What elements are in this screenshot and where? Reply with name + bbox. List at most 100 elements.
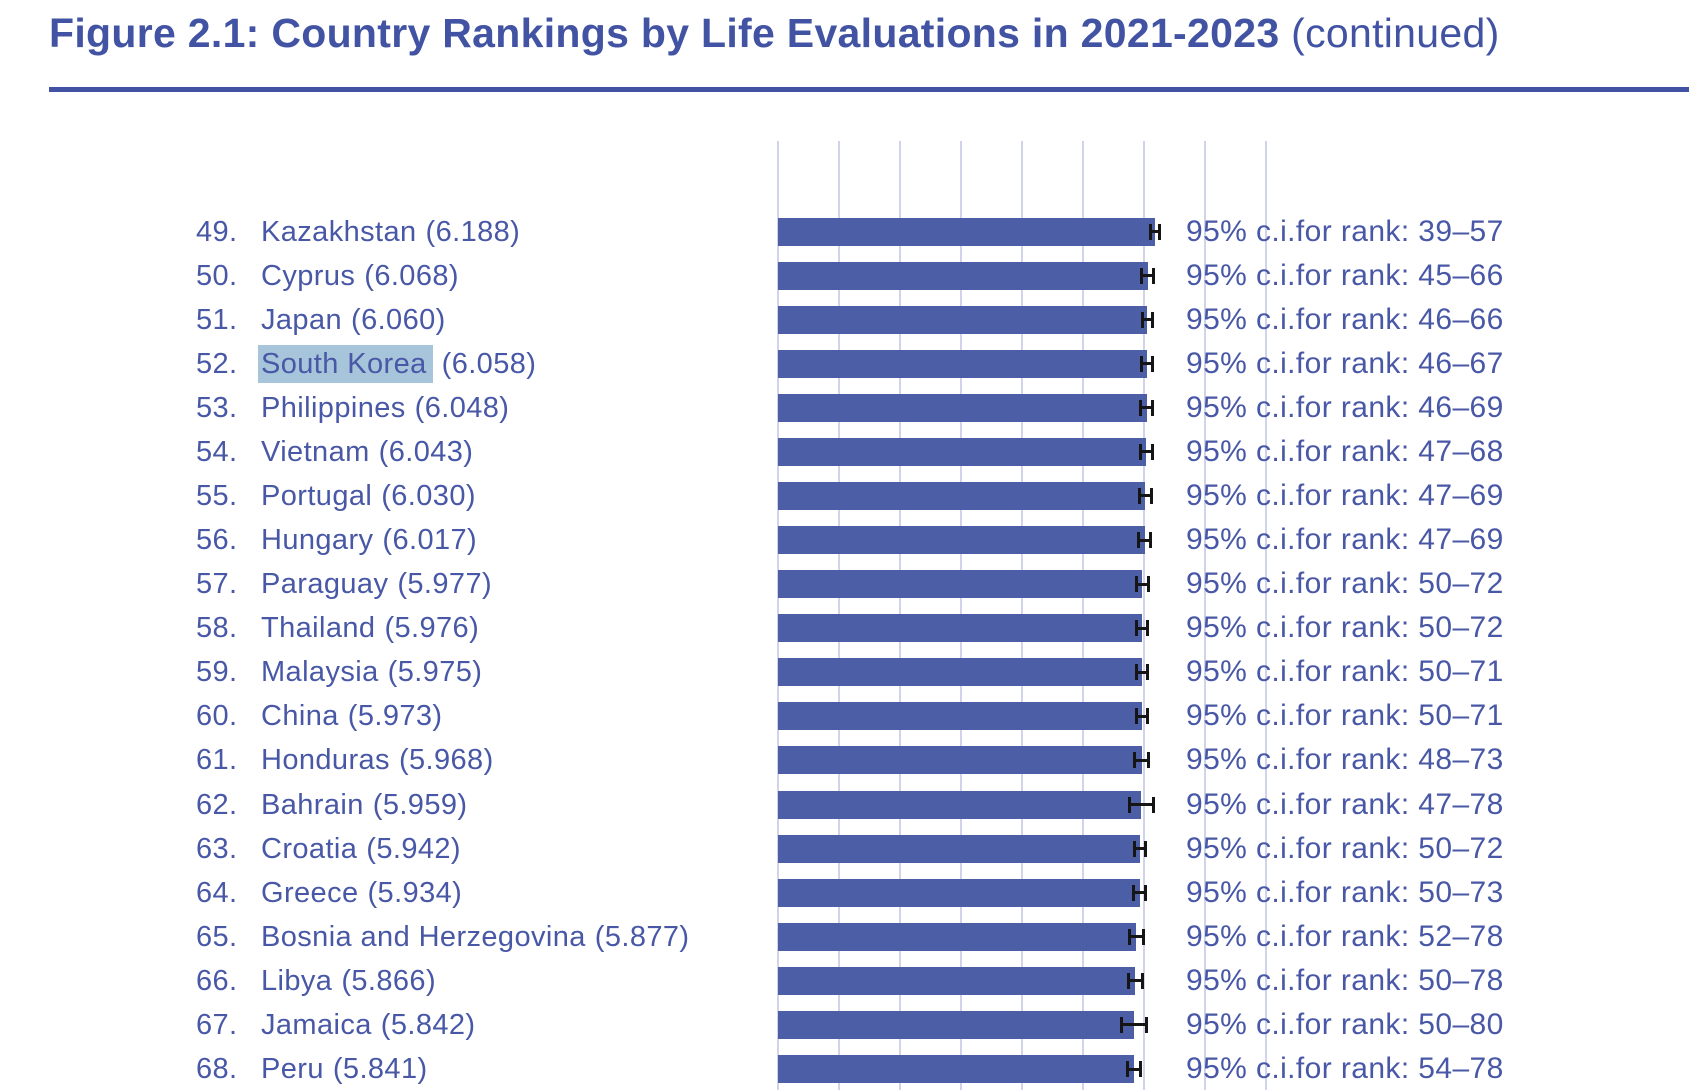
rank-label: 67. (196, 1008, 238, 1041)
chart-row: 61. Honduras (5.968) 95% c.i.for rank: 48… (0, 738, 1694, 782)
country-score: (5.973) (347, 700, 443, 733)
error-bar (1138, 443, 1154, 460)
ci-rank-label: 95% c.i.for rank: 50–71 (1186, 699, 1504, 733)
rank-label: 64. (196, 876, 238, 909)
ci-rank-label: 95% c.i.for rank: 47–69 (1186, 478, 1504, 512)
score-bar (778, 261, 1148, 290)
error-bar (1138, 399, 1155, 416)
score-bar (778, 966, 1136, 995)
gridline (1203, 141, 1206, 1090)
chart-row: 66. Libya (5.866) 95% c.i.for rank: 50–78 (0, 959, 1694, 1003)
score-bar (778, 217, 1156, 246)
country-name: Portugal (261, 479, 373, 512)
chart-row: 55. Portugal (6.030) 95% c.i.for rank: 47… (0, 474, 1694, 518)
error-bar (1134, 664, 1150, 681)
score-bar (778, 305, 1148, 334)
country-label: Jamaica (5.842) (261, 1003, 475, 1047)
country-score: (6.068) (364, 259, 459, 292)
ci-rank-label: 95% c.i.for rank: 50–78 (1186, 963, 1504, 997)
figure-title: Figure 2.1: Country Rankings by Life Eva… (49, 10, 1500, 57)
country-label: China (5.973) (261, 694, 442, 738)
country-score: (5.968) (398, 744, 494, 777)
country-score: (5.942) (366, 832, 461, 865)
chart-row: 64. Greece (5.934) 95% c.i.for rank: 50–7… (0, 871, 1694, 915)
country-score: (6.188) (425, 215, 521, 248)
country-label: Philippines (6.048) (261, 386, 509, 430)
country-label: Paraguay (5.977) (261, 562, 492, 606)
rank-label: 52. (196, 347, 238, 380)
country-label: Honduras (5.968) (261, 738, 494, 782)
chart-row: 59. Malaysia (5.975) 95% c.i.for rank: 50… (0, 650, 1694, 694)
chart-row: 50. Cyprus (6.068) 95% c.i.for rank: 45–6… (0, 254, 1694, 298)
country-label: Malaysia (5.975) (261, 650, 482, 694)
score-bar (778, 1010, 1134, 1039)
error-bar (1138, 487, 1153, 504)
rank-label: 49. (196, 215, 238, 248)
ci-rank-label: 95% c.i.for rank: 50–73 (1186, 875, 1504, 909)
ci-rank-label: 95% c.i.for rank: 50–72 (1186, 831, 1504, 865)
rank-label: 61. (196, 744, 238, 777)
country-label: Vietnam (6.043) (261, 430, 473, 474)
score-bar (778, 614, 1143, 643)
rank-label: 54. (196, 435, 238, 468)
error-bar (1133, 752, 1151, 769)
country-label: Kazakhstan (6.188) (261, 210, 520, 254)
score-bar (778, 658, 1143, 687)
error-bar (1132, 884, 1147, 901)
country-name: South Korea (258, 344, 433, 383)
error-bar (1140, 355, 1154, 372)
country-score: (5.866) (341, 964, 437, 997)
chart-row: 62. Bahrain (5.959) 95% c.i.for rank: 47–… (0, 783, 1694, 827)
country-score: (6.060) (351, 303, 446, 336)
title-underline-rule (49, 87, 1689, 92)
country-label: Bahrain (5.959) (261, 783, 467, 827)
country-name: Peru (261, 1053, 324, 1086)
rank-label: 51. (196, 303, 238, 336)
chart-row: 52. South Korea (6.058) 95% c.i.for rank:… (0, 342, 1694, 386)
gridline (1264, 141, 1267, 1090)
error-bar (1126, 1061, 1142, 1078)
country-name: Thailand (261, 612, 376, 645)
chart-row: 68. Peru (5.841) 95% c.i.for rank: 54–78 (0, 1047, 1694, 1090)
country-label: Hungary (6.017) (261, 518, 477, 562)
chart-row: 54. Vietnam (6.043) 95% c.i.for rank: 47–… (0, 430, 1694, 474)
country-name: China (261, 700, 339, 733)
rank-label: 56. (196, 524, 238, 557)
country-score: (6.030) (381, 479, 476, 512)
country-name: Hungary (261, 524, 374, 557)
rank-label: 68. (196, 1053, 238, 1086)
rank-label: 65. (196, 920, 238, 953)
ci-rank-label: 95% c.i.for rank: 50–80 (1186, 1007, 1504, 1041)
score-bar (778, 746, 1142, 775)
ci-rank-label: 95% c.i.for rank: 50–71 (1186, 655, 1504, 689)
country-score: (5.877) (594, 920, 690, 953)
ci-rank-label: 95% c.i.for rank: 47–78 (1186, 787, 1504, 821)
error-bar (1140, 267, 1156, 284)
figure-title-continued: (continued) (1279, 10, 1500, 56)
country-label: Thailand (5.976) (261, 606, 479, 650)
country-score: (6.048) (414, 391, 510, 424)
score-bar (778, 393, 1147, 422)
country-label: Libya (5.866) (261, 959, 436, 1003)
ci-rank-label: 95% c.i.for rank: 39–57 (1186, 214, 1504, 248)
country-name: Vietnam (261, 435, 370, 468)
error-bar (1149, 223, 1162, 240)
score-bar (778, 1055, 1134, 1084)
ci-rank-label: 95% c.i.for rank: 48–73 (1186, 743, 1504, 777)
gridline (1142, 141, 1145, 1090)
chart-row: 63. Croatia (5.942) 95% c.i.for rank: 50–… (0, 827, 1694, 871)
country-score: (6.058) (441, 347, 537, 380)
country-label: Greece (5.934) (261, 871, 462, 915)
chart-row: 58. Thailand (5.976) 95% c.i.for rank: 50… (0, 606, 1694, 650)
ci-rank-label: 95% c.i.for rank: 52–78 (1186, 919, 1504, 953)
score-bar (778, 922, 1137, 951)
country-label: South Korea (6.058) (258, 342, 537, 386)
score-bar (778, 790, 1142, 819)
country-name: Kazakhstan (261, 215, 417, 248)
country-score: (5.934) (367, 876, 463, 909)
error-bar (1132, 840, 1148, 857)
country-name: Libya (261, 964, 333, 997)
error-bar (1119, 1016, 1149, 1033)
country-score: (5.975) (387, 656, 483, 689)
figure-title-main: Figure 2.1: Country Rankings by Life Eva… (49, 10, 1280, 56)
